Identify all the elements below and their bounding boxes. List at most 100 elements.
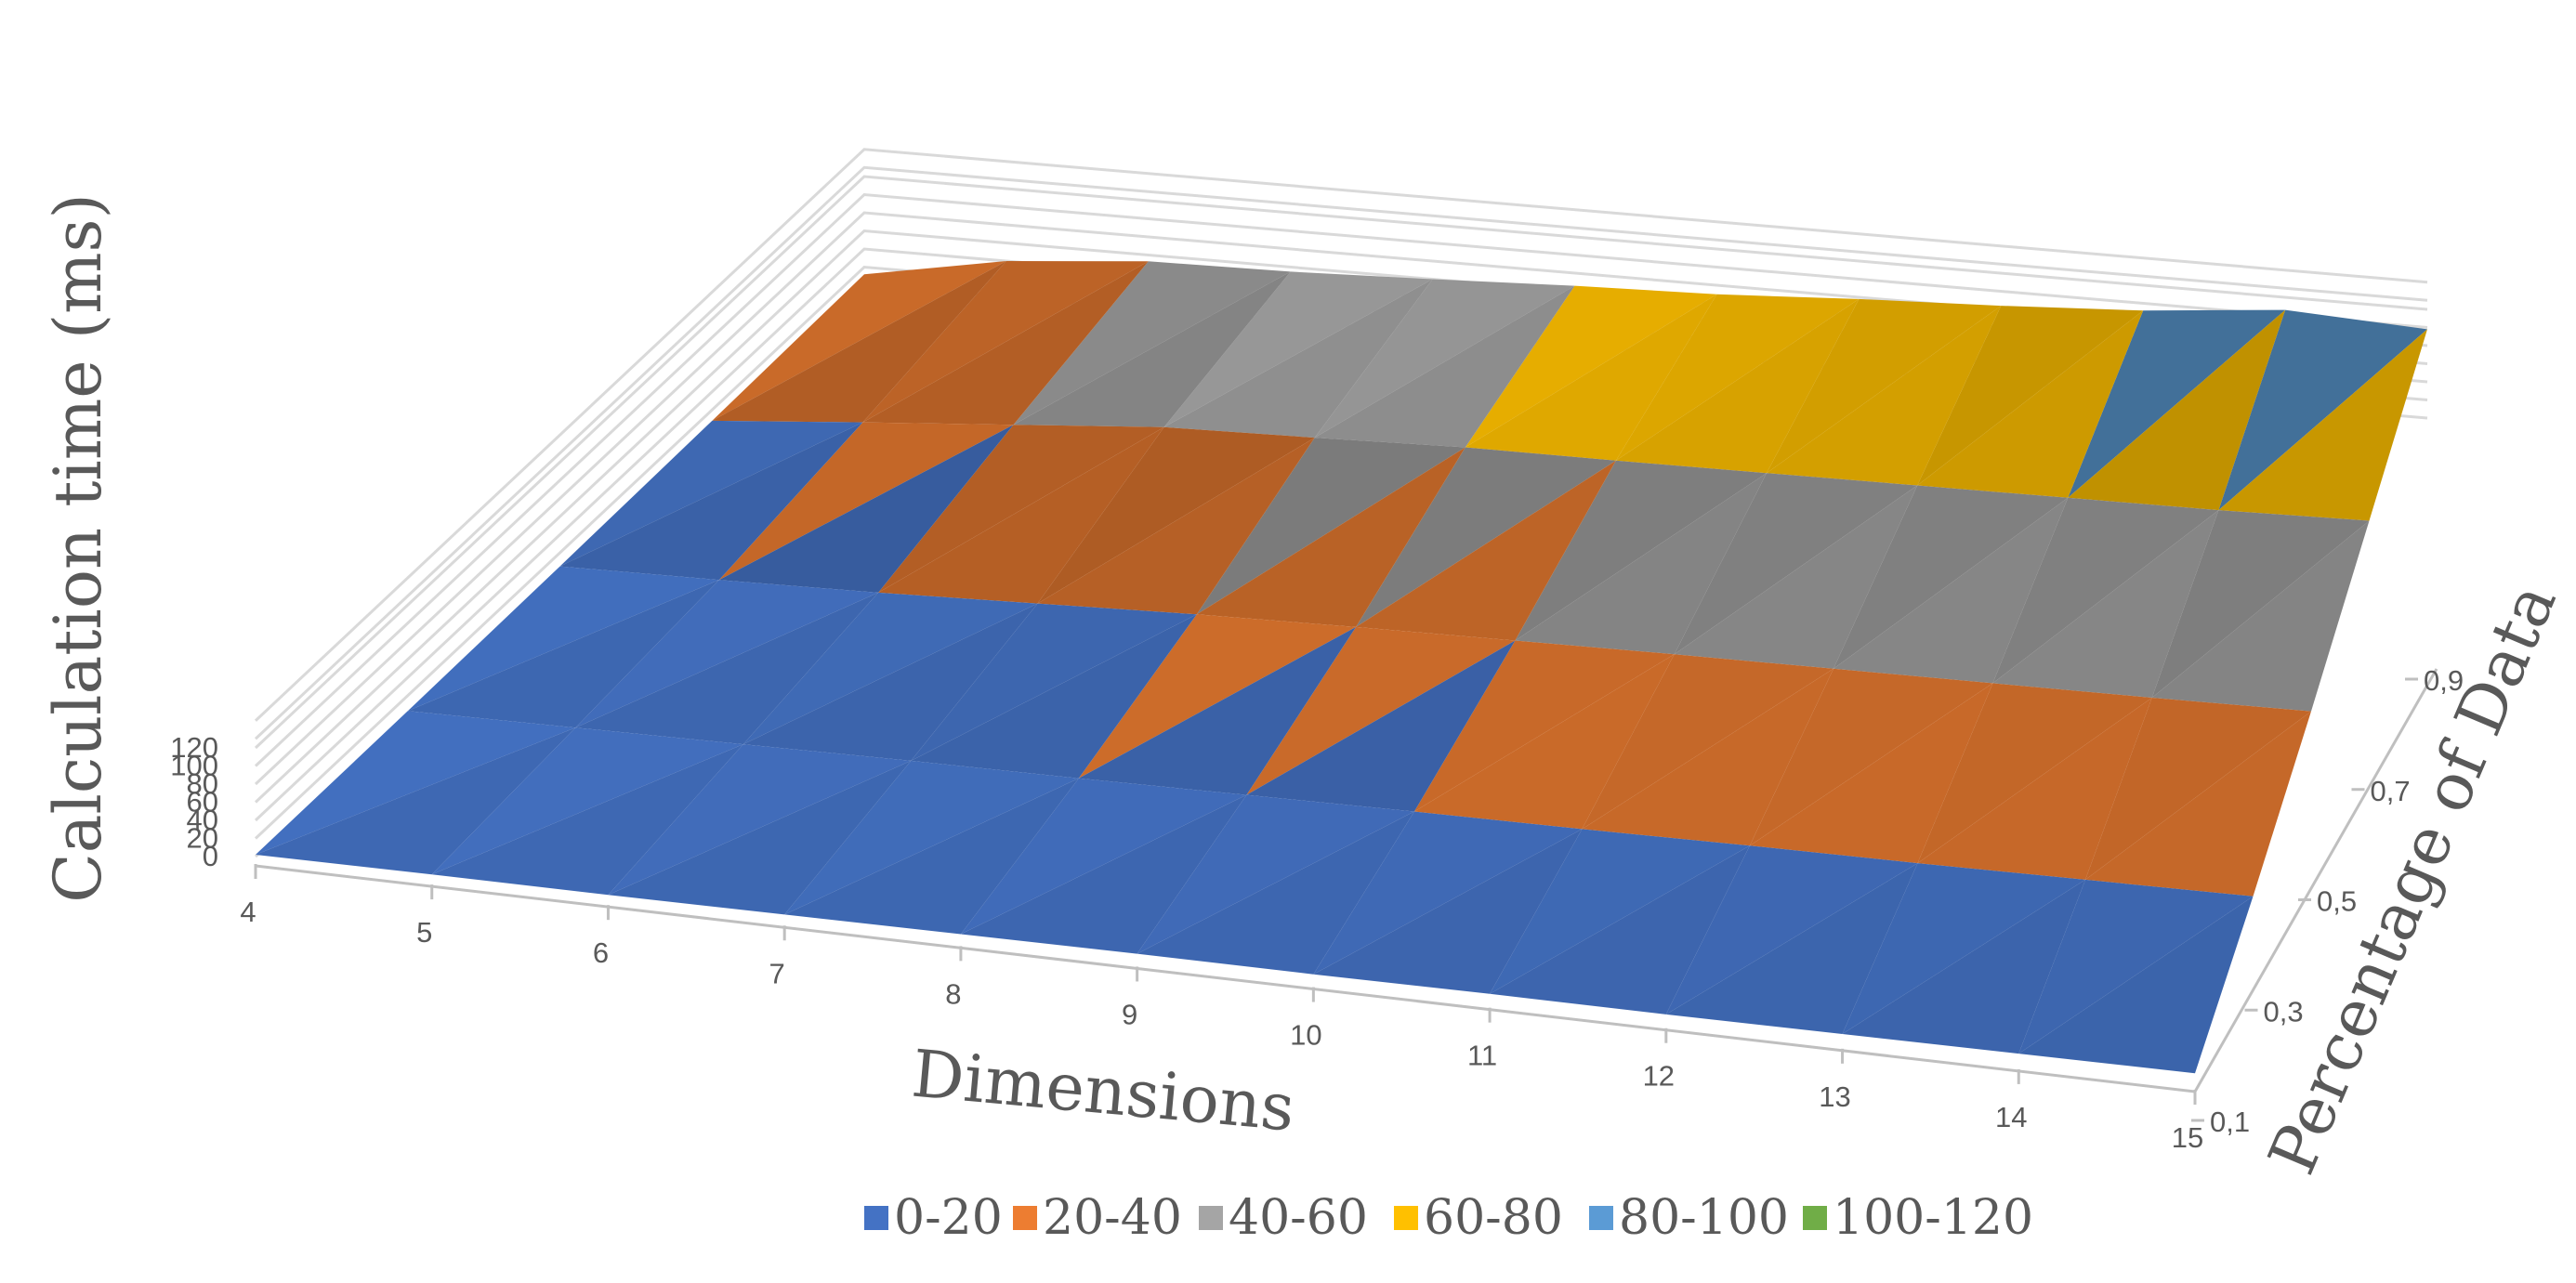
surface-facet (862, 261, 1149, 423)
x-tick-label: 9 (1122, 998, 1137, 1030)
surface-facet (1842, 879, 2085, 1054)
surface-facet (784, 778, 1079, 935)
surface-facet (1314, 279, 1575, 439)
surface-facet (2068, 309, 2286, 498)
legend-swatch (1013, 1206, 1037, 1230)
y-axis-line (2193, 668, 2438, 1093)
z-tick-label: 40 (187, 804, 218, 836)
x-tick-label: 5 (416, 916, 432, 949)
legend-swatch (1394, 1206, 1418, 1230)
y-tick-label: 0,7 (2371, 775, 2411, 807)
surface-facet (1833, 485, 2069, 669)
surface-facet (1917, 698, 2152, 880)
gridlines (254, 148, 2428, 858)
surface-facet (1356, 447, 1616, 627)
surface-facet (718, 422, 1014, 581)
surface-facet (1582, 668, 1833, 846)
legend-swatch (1589, 1206, 1613, 1230)
x-axis-ticks: 4 5 6 7 8 9 10 11 12 13 14 15 (240, 864, 2203, 1154)
z-tick-label: 0 (203, 840, 218, 872)
legend-label: 40-60 (1229, 1190, 1368, 1246)
surface-facet (1246, 640, 1516, 812)
x-tick-label: 11 (1467, 1040, 1497, 1072)
surface-facet (1917, 683, 2152, 864)
surface-facet (608, 744, 912, 896)
surface-facet (1163, 271, 1433, 427)
surface-facet (1490, 829, 1750, 994)
surface-facet (911, 603, 1197, 761)
x-axis-title: Dimensions (909, 1036, 1298, 1146)
surface-facet (431, 727, 743, 875)
surface-facet (862, 261, 1149, 425)
surface-facet (784, 760, 1079, 915)
surface-facet (743, 592, 1038, 745)
surface-facet (1515, 460, 1767, 641)
x-tick-label: 14 (1995, 1101, 2027, 1133)
legend-swatch (1803, 1206, 1827, 1230)
surface-facet (1163, 279, 1433, 439)
surface-facet (1992, 497, 2219, 684)
legend-swatch (1199, 1206, 1223, 1230)
surface-facet (1314, 285, 1575, 448)
surface-facet (1137, 811, 1414, 975)
gridline (254, 192, 2428, 767)
legend-label: 100-120 (1833, 1190, 2033, 1246)
legend-label: 80-100 (1619, 1190, 1789, 1246)
surface-facet (1196, 438, 1465, 615)
surface-facet (1833, 497, 2069, 684)
surface-facet (1137, 794, 1414, 954)
z-tick-label: 80 (187, 767, 218, 800)
surface-facet (1992, 510, 2219, 698)
gridline (254, 148, 2428, 722)
surface-facet (712, 261, 1006, 423)
surface-facet (878, 425, 1164, 593)
surface-facet (1356, 460, 1616, 641)
x-tick-label: 13 (1819, 1080, 1850, 1113)
surface-facet (1078, 614, 1357, 779)
surface-facet (1767, 306, 2002, 486)
gridline (254, 165, 2428, 740)
surface-facet (559, 420, 863, 567)
x-tick-label: 10 (1290, 1019, 1321, 1052)
z-tick-label: 120 (170, 731, 218, 764)
y-tick-label: 0,5 (2317, 885, 2357, 918)
surface-facet (1490, 845, 1750, 1015)
surface-facet (1674, 473, 1918, 655)
surface-facet (1615, 298, 1860, 474)
y-tick-label: 0,1 (2210, 1106, 2250, 1138)
surface-facet (878, 426, 1164, 604)
surface-facet (1013, 271, 1291, 427)
x-tick-label: 12 (1643, 1060, 1675, 1093)
surface-facet (2018, 896, 2254, 1074)
legend-label: 20-40 (1043, 1190, 1182, 1246)
surface-facet (2068, 309, 2286, 511)
legend-label: 60-80 (1424, 1190, 1563, 1246)
surface-facet (2218, 329, 2427, 521)
z-tick-label: 60 (187, 786, 218, 818)
surface-facet (960, 778, 1247, 935)
surface-facet (407, 580, 719, 728)
surface-facet (407, 566, 719, 712)
z-tick-label: 20 (187, 822, 218, 855)
surface-facet (256, 711, 576, 855)
gridline (254, 175, 2428, 750)
surface-facet (743, 603, 1038, 761)
surface-facet (559, 422, 863, 581)
surface-facet (2018, 879, 2254, 1054)
surface-facet (608, 760, 912, 915)
surface-facet (1013, 261, 1291, 425)
y-tick-label: 0,3 (2264, 995, 2304, 1028)
surface-facet (1917, 306, 2144, 486)
surface-facet (575, 580, 879, 728)
x-tick-label: 4 (240, 896, 256, 928)
surface-facet (1313, 829, 1583, 994)
z-axis-title: Calculation time (ms) (40, 193, 116, 903)
surface-facet (1917, 310, 2144, 498)
x-tick-label: 8 (945, 977, 961, 1010)
surface-facet (1615, 294, 1860, 461)
surface-facet (575, 592, 879, 745)
surface-facet (1582, 654, 1833, 830)
